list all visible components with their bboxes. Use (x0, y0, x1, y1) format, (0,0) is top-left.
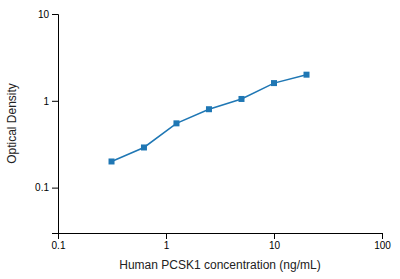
marker (141, 144, 147, 150)
tick-mark (166, 233, 167, 239)
tick-mark (274, 233, 275, 239)
series (109, 72, 310, 165)
tick-label: 0.1 (35, 182, 49, 193)
axis-line (52, 15, 59, 234)
tick-mark (52, 14, 58, 15)
tick-mark (52, 188, 58, 189)
tick-mark (52, 101, 58, 102)
y-axis: 0.1 1 10 (35, 9, 58, 234)
marker (238, 96, 244, 102)
tick-label: 1 (164, 240, 170, 251)
y-axis-title: Optical Density (5, 83, 19, 164)
tick-label: 100 (374, 240, 391, 251)
x-axis-title: Human PCSK1 concentration (ng/mL) (119, 258, 320, 272)
plot-area: 0.1 1 10 100 0.1 1 10 (35, 9, 391, 251)
tick-label: 1 (43, 96, 49, 107)
x-axis: 0.1 1 10 100 (52, 233, 392, 251)
tick: 10 (38, 9, 58, 20)
marker (271, 80, 277, 86)
tick: 0.1 (35, 182, 58, 193)
tick: 1 (164, 233, 170, 251)
tick: 0.1 (52, 233, 66, 251)
tick: 100 (374, 233, 391, 251)
axis-line (59, 234, 383, 240)
tick-label: 10 (38, 9, 50, 20)
chart: 0.1 1 10 100 0.1 1 10 Human PCSK1 concentration… (0, 0, 400, 279)
line (112, 75, 307, 162)
tick: 10 (269, 233, 281, 251)
marker (206, 106, 212, 112)
marker (173, 120, 179, 126)
marker (109, 158, 115, 164)
tick: 1 (43, 96, 58, 107)
tick-label: 0.1 (52, 240, 66, 251)
tick-label: 10 (269, 240, 281, 251)
tick-mark (382, 233, 383, 239)
marker (304, 72, 310, 78)
